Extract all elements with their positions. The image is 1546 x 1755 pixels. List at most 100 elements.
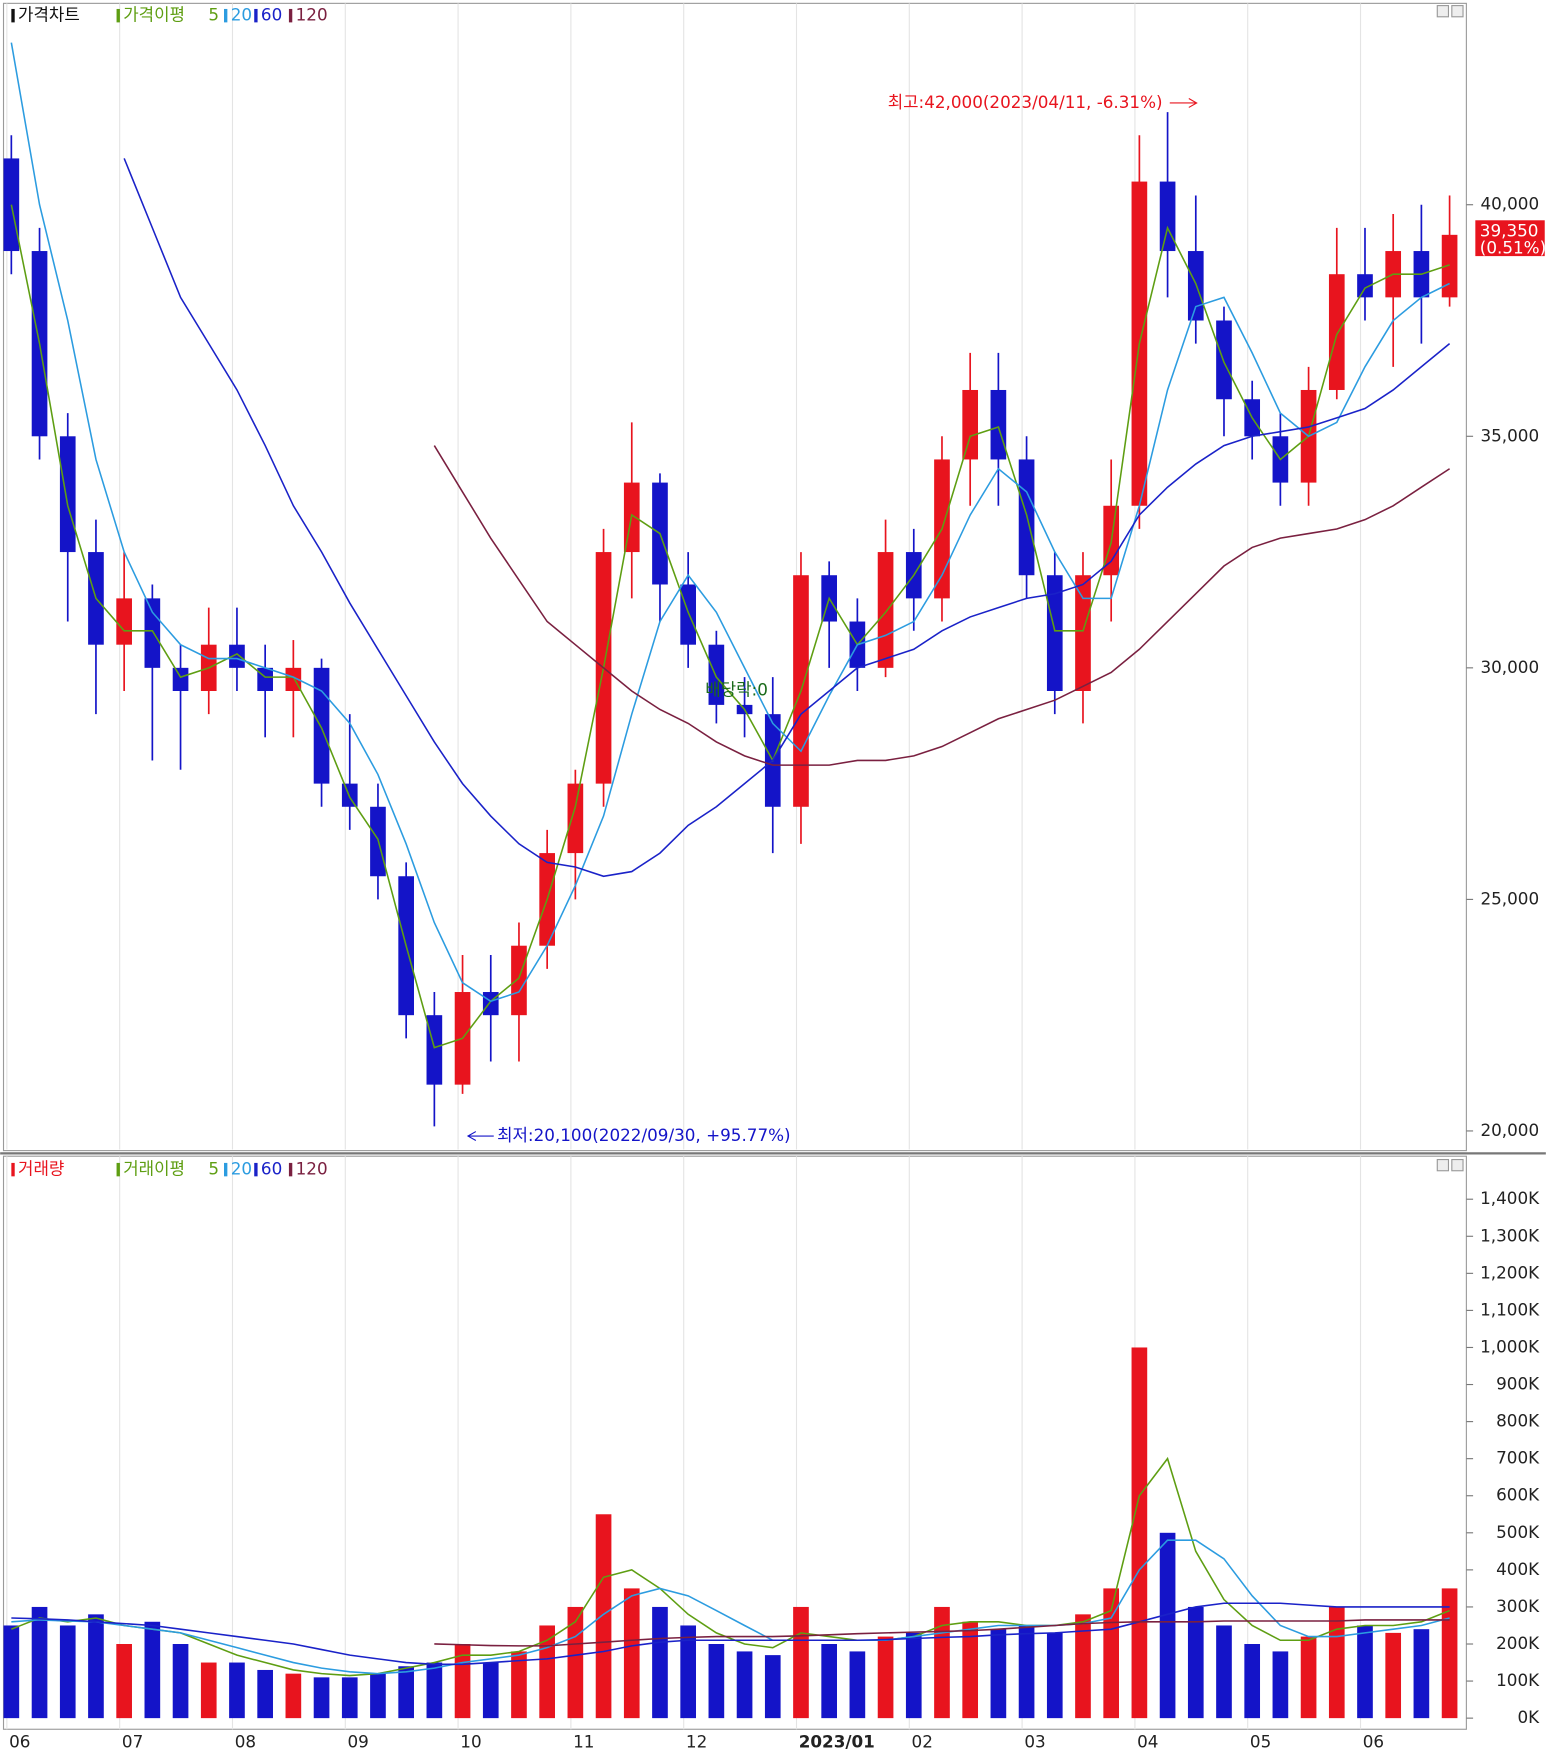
volume-bar [172, 1644, 189, 1719]
y-tick-label: 1,400K [1480, 1188, 1540, 1208]
annotation-arrow [466, 1131, 477, 1142]
y-tick-label: 1,200K [1480, 1262, 1540, 1282]
moving-average-line [434, 1619, 1450, 1647]
moving-average-line [123, 158, 1451, 878]
candle-body [1075, 575, 1091, 692]
volume-bar [1075, 1614, 1091, 1719]
volume-bar [1300, 1636, 1317, 1719]
volume-bar [1357, 1625, 1373, 1719]
candle-body [1357, 274, 1373, 298]
candle-body [1159, 181, 1176, 252]
price-panel [2, 2, 1467, 1152]
volume-bar [849, 1651, 866, 1719]
legend-label: 120 [296, 1159, 328, 1179]
legend-label: 60 [261, 5, 282, 25]
x-tick-label: 06 [9, 1732, 30, 1752]
volume-bar [398, 1666, 414, 1719]
change-label: (0.51%) [1480, 237, 1546, 257]
x-tick-label: 06 [1363, 1732, 1384, 1752]
volume-bar [3, 1625, 20, 1719]
candle-body [511, 945, 527, 1016]
candle-body [1216, 320, 1232, 400]
candle-body [1046, 575, 1063, 692]
legend-label: 20 [231, 5, 252, 25]
x-tick-label: 05 [1250, 1732, 1271, 1752]
volume-bar [652, 1606, 668, 1719]
candle-body [116, 598, 132, 645]
moving-average-line [10, 42, 1450, 1003]
volume-bar [1385, 1632, 1402, 1719]
volume-bar [257, 1669, 273, 1719]
x-tick-label: 2023/01 [799, 1732, 875, 1752]
legend-label: 5 [208, 1159, 219, 1179]
volume-bar [793, 1606, 809, 1719]
y-tick-label: 400K [1496, 1559, 1540, 1579]
candle-body [567, 783, 584, 854]
annotation: 최저:20,100(2022/09/30, +95.77%) [497, 1125, 791, 1145]
volume-bar [426, 1662, 443, 1719]
minimize-button[interactable] [1436, 5, 1450, 18]
moving-average-line [10, 204, 1450, 1049]
legend-label: 120 [296, 5, 328, 25]
candle-body [877, 552, 894, 668]
close-button[interactable] [1451, 1158, 1464, 1172]
x-tick-label: 10 [460, 1732, 481, 1752]
annotation-arrow [1188, 98, 1198, 108]
y-tick-label: 25,000 [1480, 888, 1539, 908]
volume-bar [1187, 1606, 1204, 1719]
volume-bar [877, 1636, 894, 1719]
volume-bar [1103, 1588, 1120, 1719]
minimize-button[interactable] [1436, 1158, 1450, 1172]
volume-bar [482, 1662, 499, 1719]
x-tick-label: 12 [686, 1732, 707, 1752]
moving-average-line [433, 445, 1451, 766]
y-tick-label: 300K [1496, 1596, 1540, 1616]
candle-body [172, 667, 189, 692]
x-tick-label: 09 [348, 1732, 369, 1752]
volume-bar [1272, 1651, 1289, 1719]
y-tick-label: 900K [1496, 1374, 1540, 1394]
y-tick-label: 100K [1496, 1670, 1540, 1690]
last-price-box [1475, 220, 1545, 257]
candle-body [1328, 274, 1345, 390]
candle-body [1441, 234, 1458, 298]
volume-bar [285, 1673, 302, 1719]
legend-marker [288, 8, 293, 23]
y-tick-label: 700K [1496, 1448, 1540, 1468]
legend-marker [11, 8, 15, 23]
y-tick-label: 1,300K [1480, 1225, 1540, 1245]
candle-body [257, 667, 273, 692]
volume-bar [341, 1677, 358, 1719]
volume-bar [1441, 1588, 1458, 1719]
legend-marker [116, 1162, 120, 1177]
x-tick-label: 03 [1024, 1732, 1045, 1752]
candle-body [229, 644, 245, 668]
volume-bar [144, 1621, 161, 1719]
volume-bar [623, 1588, 640, 1719]
volume-bar [1159, 1532, 1176, 1719]
moving-average-line [11, 1602, 1450, 1666]
volume-bar [1046, 1632, 1063, 1719]
legend-marker [288, 1162, 293, 1177]
y-tick-label: 500K [1496, 1522, 1540, 1542]
volume-bar [962, 1621, 979, 1719]
legend-marker [224, 1162, 228, 1177]
volume-bar [1018, 1625, 1035, 1719]
volume-bar [511, 1651, 527, 1719]
candle-body [313, 667, 330, 784]
y-tick-label: 1,000K [1480, 1336, 1540, 1356]
annotation: 배당락:0 [705, 680, 768, 700]
volume-bar [990, 1629, 1007, 1719]
close-button[interactable] [1451, 5, 1464, 18]
last-price-label: 39,350 [1480, 220, 1539, 240]
y-tick-label: 200K [1496, 1633, 1540, 1653]
legend-marker [11, 1162, 15, 1177]
volume-bar [1216, 1625, 1232, 1719]
y-tick-label: 0K [1517, 1707, 1540, 1727]
moving-average-line [11, 1456, 1450, 1677]
candle-body [708, 644, 725, 705]
volume-bar [567, 1606, 584, 1719]
volume-panel [2, 1155, 1467, 1730]
legend-marker [224, 8, 228, 23]
moving-average-line [11, 1539, 1450, 1675]
